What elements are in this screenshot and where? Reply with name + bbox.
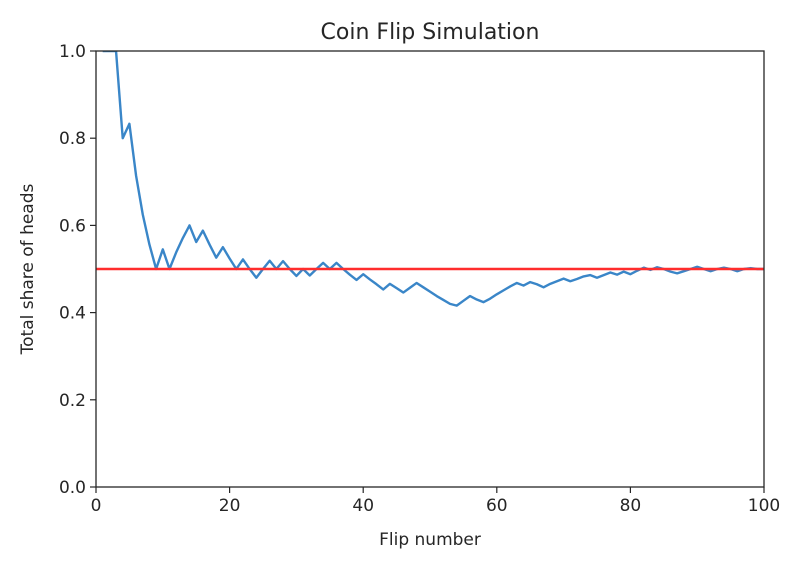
plot-frame: [95, 50, 765, 488]
x-tick-label: 100: [748, 496, 780, 516]
x-tick-label: 80: [620, 496, 642, 516]
y-tick-label: 0.8: [59, 129, 86, 149]
y-axis: 0.0 0.2 0.4 0.6 0.8 1.0: [59, 42, 96, 498]
plot-area: [96, 51, 764, 307]
y-tick-label: 0.6: [59, 216, 86, 236]
x-tick-label: 20: [219, 496, 241, 516]
y-tick-label: 0.4: [59, 304, 86, 324]
y-axis-label: Total share of heads: [18, 184, 38, 356]
x-axis: 0 20 40 60 80 100: [91, 487, 780, 516]
y-tick-label: 1.0: [59, 42, 86, 62]
x-tick-label: 60: [486, 496, 508, 516]
x-tick-label: 40: [352, 496, 374, 516]
chart-title: Coin Flip Simulation: [321, 20, 540, 45]
series-line-heads-share: [102, 51, 764, 307]
y-tick-label: 0.0: [59, 478, 86, 498]
x-axis-label: Flip number: [379, 530, 481, 550]
y-tick-label: 0.2: [59, 391, 86, 411]
x-tick-label: 0: [91, 496, 102, 516]
